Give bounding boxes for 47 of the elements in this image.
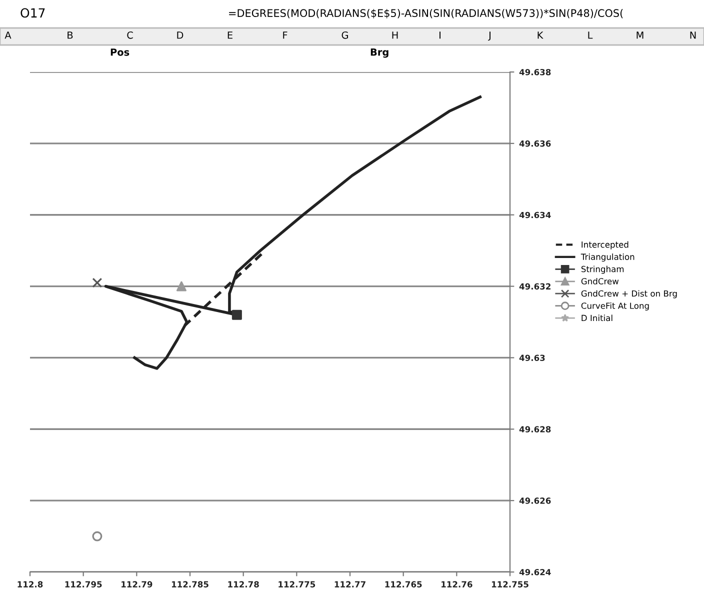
y-tick-label: 49.628 <box>519 426 551 432</box>
line-series <box>104 96 482 370</box>
legend-label: Intercepted <box>582 241 628 250</box>
text: E <box>228 32 232 39</box>
legend-label: D Initial <box>582 314 612 322</box>
x-tick-label: 112.765 <box>385 581 422 588</box>
legend-label: Stringham <box>581 266 624 274</box>
point <box>176 281 186 292</box>
text: N <box>690 32 696 39</box>
legend-label: GndCrew + Dist on Brg <box>581 290 677 298</box>
text: Brg <box>370 48 388 58</box>
y-tick-label: 49.626 <box>519 498 551 504</box>
x-tick-label: 112.795 <box>65 581 102 588</box>
x-tick-label: 112.785 <box>172 581 208 588</box>
text: O17 <box>20 8 45 18</box>
y-tick-label: 49.638 <box>519 68 551 76</box>
legend-label: CurveFit At Long <box>581 302 649 310</box>
point <box>92 278 102 288</box>
y-tick-label: 49.63 <box>519 354 545 361</box>
text: G <box>342 31 348 39</box>
y-tick-label: 49.624 <box>519 568 551 576</box>
x-tick-label: 112.78 <box>228 581 259 588</box>
text: H <box>392 32 398 39</box>
y-tick-label: 49.636 <box>519 140 551 147</box>
text: F <box>283 32 288 39</box>
point <box>232 310 242 320</box>
legend-label: Triangulation <box>580 254 634 262</box>
y-tick-label: 49.632 <box>519 283 550 290</box>
text: Pos <box>110 48 130 56</box>
legend-label: GndCrew <box>581 278 619 284</box>
x-tick-label: 112.76 <box>442 581 472 588</box>
y-tick-label: 49.634 <box>519 212 551 218</box>
text: B <box>68 32 73 39</box>
text: =DEGREES(MOD(RADIANS($E$5)-ASIN(SIN(RADIANS(W573))*SIN(P48)/COS( <box>229 8 623 18</box>
point <box>92 531 102 542</box>
x-tick-label: 112.79 <box>122 581 152 588</box>
x-tick-label: 112.755 <box>492 581 528 588</box>
x-tick-label: 112.77 <box>334 581 366 588</box>
text: J <box>488 32 490 41</box>
x-tick-label: 112.775 <box>278 581 316 588</box>
text: K <box>538 32 544 39</box>
text: C <box>127 31 133 39</box>
x-tick-label: 112.8 <box>18 581 43 588</box>
text: L <box>588 32 593 39</box>
text: D <box>177 32 184 39</box>
text: A <box>4 32 12 39</box>
text: M <box>636 32 644 39</box>
